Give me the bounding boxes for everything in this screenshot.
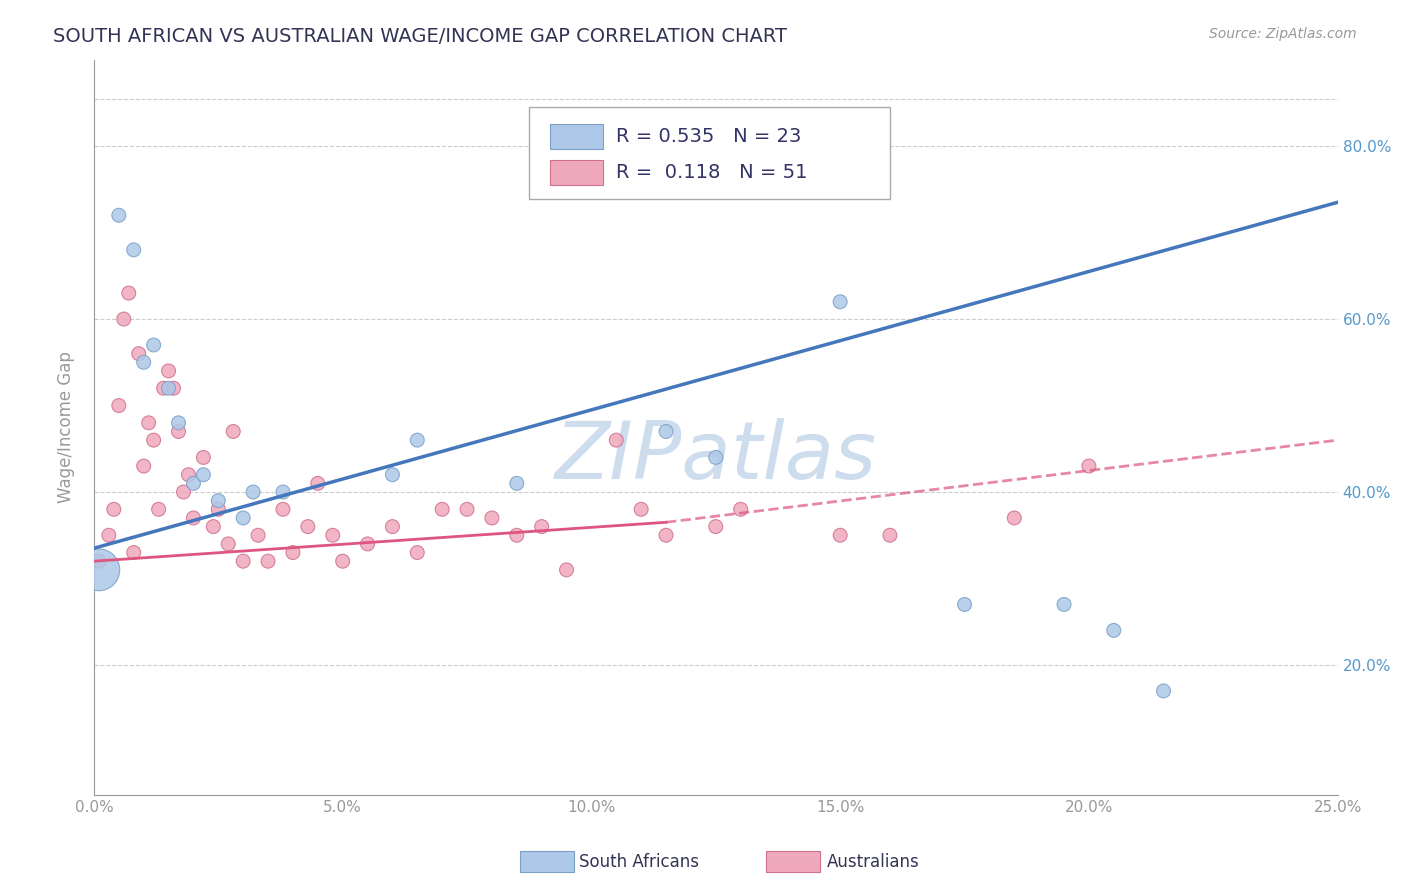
- Point: [1153, 684, 1175, 698]
- Point: [430, 502, 453, 516]
- Text: R = 0.535   N = 23: R = 0.535 N = 23: [616, 128, 801, 146]
- Point: [655, 425, 678, 439]
- Point: [172, 485, 194, 500]
- Point: [1077, 458, 1099, 473]
- Point: [157, 381, 180, 395]
- Point: [242, 485, 264, 500]
- Point: [122, 243, 145, 257]
- Point: [207, 493, 229, 508]
- Point: [307, 476, 329, 491]
- Point: [177, 467, 200, 482]
- Point: [506, 476, 529, 491]
- Point: [107, 208, 129, 222]
- Point: [271, 485, 294, 500]
- Point: [406, 545, 429, 559]
- Point: [232, 554, 254, 568]
- Point: [132, 458, 155, 473]
- Text: Source: ZipAtlas.com: Source: ZipAtlas.com: [1209, 27, 1357, 41]
- Y-axis label: Wage/Income Gap: Wage/Income Gap: [58, 351, 75, 503]
- Point: [162, 381, 184, 395]
- Point: [193, 467, 215, 482]
- Point: [118, 286, 141, 301]
- Point: [605, 433, 627, 447]
- Point: [655, 528, 678, 542]
- Point: [830, 528, 852, 542]
- Point: [122, 545, 145, 559]
- Point: [530, 519, 553, 533]
- FancyBboxPatch shape: [529, 107, 890, 199]
- Point: [555, 563, 578, 577]
- Point: [481, 511, 503, 525]
- Point: [704, 450, 727, 465]
- Point: [222, 425, 245, 439]
- Text: SOUTH AFRICAN VS AUSTRALIAN WAGE/INCOME GAP CORRELATION CHART: SOUTH AFRICAN VS AUSTRALIAN WAGE/INCOME …: [53, 27, 787, 45]
- Point: [232, 511, 254, 525]
- Point: [152, 381, 174, 395]
- Point: [202, 519, 225, 533]
- Point: [132, 355, 155, 369]
- Point: [193, 450, 215, 465]
- Text: ZIPatlas: ZIPatlas: [555, 417, 877, 496]
- Point: [167, 416, 190, 430]
- Point: [183, 476, 205, 491]
- Point: [381, 467, 404, 482]
- Text: R =  0.118   N = 51: R = 0.118 N = 51: [616, 162, 808, 182]
- Point: [281, 545, 304, 559]
- Point: [322, 528, 344, 542]
- Text: Australians: Australians: [827, 853, 920, 871]
- Point: [730, 502, 752, 516]
- Point: [271, 502, 294, 516]
- Point: [297, 519, 319, 533]
- Point: [381, 519, 404, 533]
- Point: [247, 528, 270, 542]
- Point: [406, 433, 429, 447]
- Point: [148, 502, 170, 516]
- Point: [157, 364, 180, 378]
- Point: [704, 519, 727, 533]
- Point: [112, 312, 135, 326]
- Point: [142, 433, 165, 447]
- Point: [257, 554, 280, 568]
- Point: [830, 294, 852, 309]
- Point: [142, 338, 165, 352]
- Point: [138, 416, 160, 430]
- Point: [87, 554, 110, 568]
- Point: [1002, 511, 1025, 525]
- Point: [217, 537, 239, 551]
- Point: [1102, 624, 1125, 638]
- Point: [103, 502, 125, 516]
- Point: [953, 598, 976, 612]
- Point: [183, 511, 205, 525]
- Text: South Africans: South Africans: [579, 853, 699, 871]
- Point: [207, 502, 229, 516]
- Point: [630, 502, 652, 516]
- Point: [456, 502, 478, 516]
- FancyBboxPatch shape: [550, 160, 603, 185]
- Point: [879, 528, 901, 542]
- Point: [356, 537, 378, 551]
- Point: [332, 554, 354, 568]
- Point: [87, 563, 110, 577]
- Point: [128, 346, 150, 360]
- Point: [107, 399, 129, 413]
- Point: [506, 528, 529, 542]
- Point: [1053, 598, 1076, 612]
- Point: [167, 425, 190, 439]
- FancyBboxPatch shape: [550, 124, 603, 149]
- Point: [97, 528, 120, 542]
